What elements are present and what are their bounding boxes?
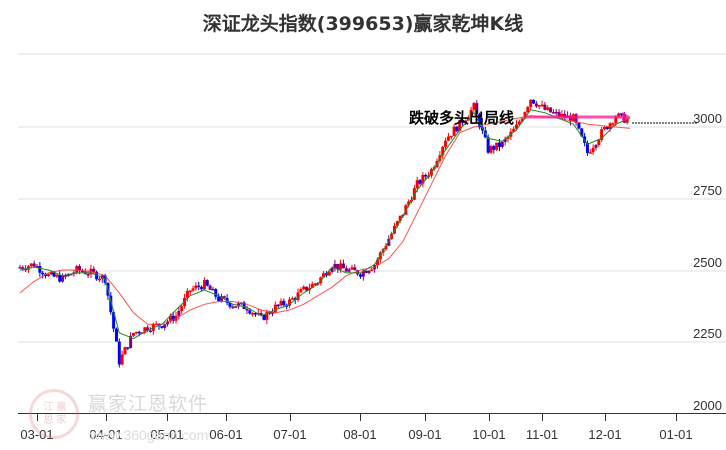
x-tick-label: 12-01: [588, 427, 622, 442]
seal-char: 家: [56, 415, 67, 426]
y-tick-label: 2750: [693, 183, 722, 198]
chart-title: 深证龙头指数(399653)赢家乾坤K线: [202, 13, 524, 35]
x-tick-label: 05-01: [150, 427, 184, 442]
signal-arrow: [525, 112, 631, 122]
seal-char: 赢: [56, 402, 67, 413]
watermark-url: www.360gann.com: [90, 427, 209, 443]
gridlines: [18, 53, 726, 343]
x-tick-label: 11-01: [525, 427, 559, 442]
watermark-brand: 赢家江恩软件: [88, 393, 209, 415]
x-tick-label: 04-01: [89, 427, 123, 442]
x-axis: [18, 413, 726, 421]
x-tick-label: 01-01: [659, 427, 693, 442]
y-tick-label: 2250: [693, 326, 722, 341]
y-tick-label: 3000: [693, 111, 722, 126]
x-tick-label: 07-01: [273, 427, 307, 442]
x-tick-label: 06-01: [209, 427, 243, 442]
x-tick-label: 08-01: [343, 427, 377, 442]
seal-char: 恩: [43, 415, 54, 426]
x-tick-label: 09-01: [408, 427, 442, 442]
x-tick-label: 10-01: [472, 427, 506, 442]
seal-char: 江: [43, 402, 54, 413]
ma-short-line: [19, 109, 631, 340]
watermark-seal-icon: 江 赢 恩 家: [29, 389, 79, 439]
y-tick-label: 2000: [693, 398, 722, 413]
ma-long-line: [19, 115, 631, 325]
signal-annotation: 跌破多头出局线: [409, 109, 515, 127]
candlesticks: [18, 99, 629, 368]
y-tick-label: 2500: [693, 255, 722, 270]
